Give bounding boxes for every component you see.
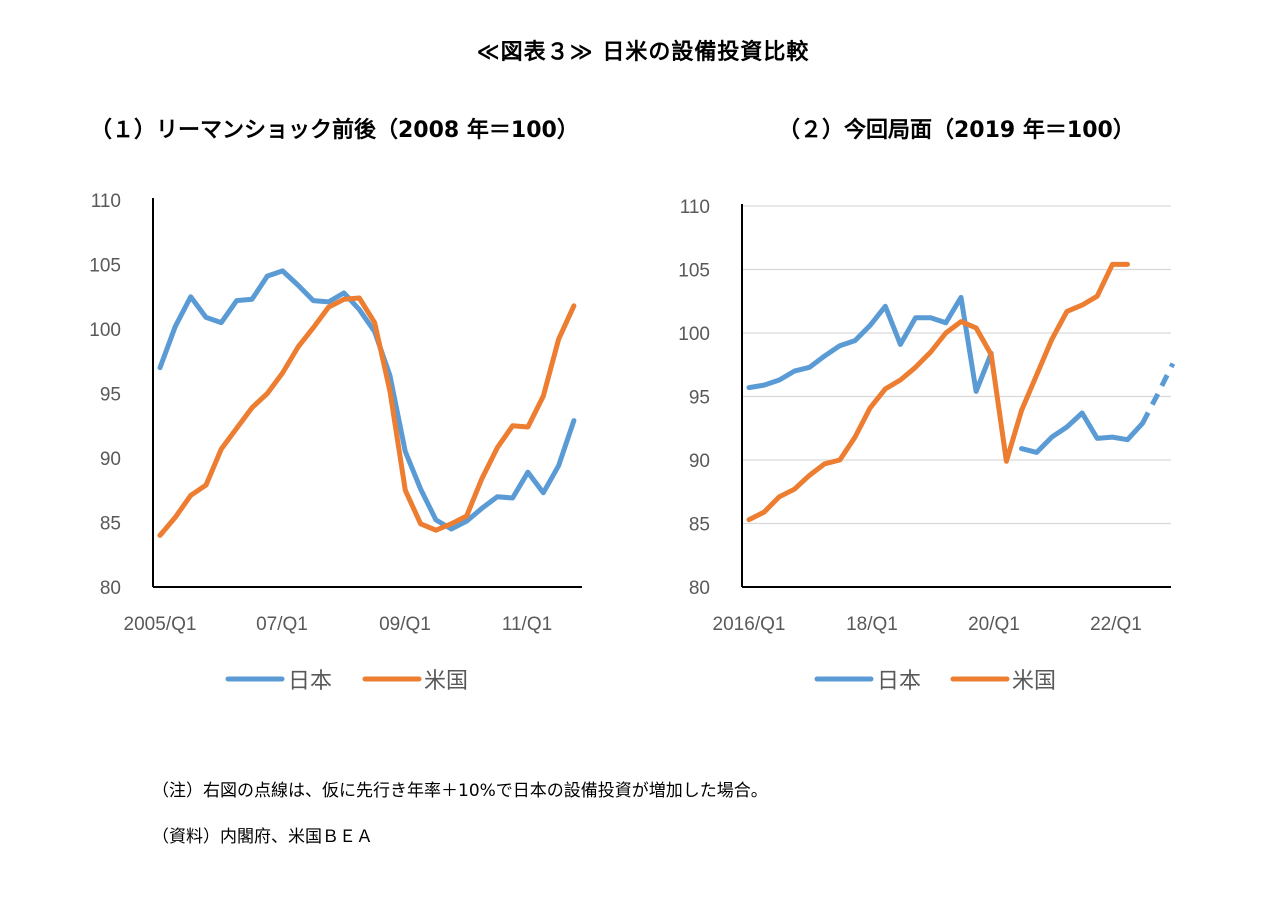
legend-label-us: 米国 (424, 669, 468, 694)
y-tick-label: 80 (100, 578, 121, 599)
y-tick-label: 95 (100, 385, 121, 406)
chart2-title: （２）今回局面（2019 年＝100） (778, 118, 1135, 143)
series-line-japan (1019, 410, 1146, 455)
axes (741, 204, 1171, 588)
x-tick-label: 11/Q1 (502, 614, 552, 635)
series-lines (157, 268, 577, 538)
y-axis-ticks: 80 85 90 95 100 105 110 (89, 191, 121, 599)
y-tick-label: 100 (678, 324, 710, 345)
y-tick-label: 90 (689, 451, 710, 472)
x-axis-ticks: 2016/Q1 18/Q1 20/Q1 22/Q1 (713, 614, 1142, 635)
legend-label-japan: 日本 (288, 669, 332, 694)
x-tick-label: 22/Q1 (1090, 614, 1142, 635)
x-tick-label: 09/Q1 (379, 614, 431, 635)
y-tick-label: 110 (680, 197, 710, 218)
y-tick-label: 85 (100, 514, 121, 535)
y-tick-label: 95 (689, 388, 710, 409)
series-line-japan (157, 268, 577, 532)
axes (152, 198, 582, 588)
figure-title: ≪図表３≫ 日米の設備投資比較 (476, 40, 810, 65)
series-line-japan-dashed (1140, 362, 1176, 425)
y-tick-label: 85 (689, 515, 710, 536)
source-text: （資料）内閣府、米国ＢＥＡ (152, 827, 373, 847)
series-line-us (157, 295, 577, 538)
x-axis-ticks: 2005/Q1 07/Q1 09/Q1 11/Q1 (124, 614, 553, 635)
x-tick-label: 20/Q1 (968, 614, 1020, 635)
y-tick-label: 105 (89, 256, 121, 277)
legend-label-japan: 日本 (877, 669, 921, 694)
note-text: （注）右図の点線は、仮に先行き年率＋10%で日本の設備投資が増加した場合。 (152, 781, 768, 801)
y-tick-label: 90 (100, 449, 121, 470)
y-axis-ticks: 80 85 90 95 100 105 110 (678, 197, 710, 599)
legend: 日本 米国 (225, 669, 468, 694)
x-tick-label: 07/Q1 (256, 614, 308, 635)
grid-lines (742, 205, 1171, 525)
series-lines (746, 261, 1176, 523)
y-tick-label: 100 (89, 320, 121, 341)
series-line-us (746, 261, 1130, 523)
y-tick-label: 110 (91, 191, 121, 212)
y-tick-label: 105 (678, 261, 710, 282)
legend-label-us: 米国 (1012, 669, 1056, 694)
legend: 日本 米国 (814, 669, 1056, 694)
x-tick-label: 2005/Q1 (124, 614, 197, 635)
chart1-title: （１）リーマンショック前後（2008 年＝100） (90, 118, 579, 143)
x-tick-label: 18/Q1 (846, 614, 898, 635)
x-tick-label: 2016/Q1 (713, 614, 786, 635)
series-line-japan (746, 294, 994, 394)
y-tick-label: 80 (689, 578, 710, 599)
